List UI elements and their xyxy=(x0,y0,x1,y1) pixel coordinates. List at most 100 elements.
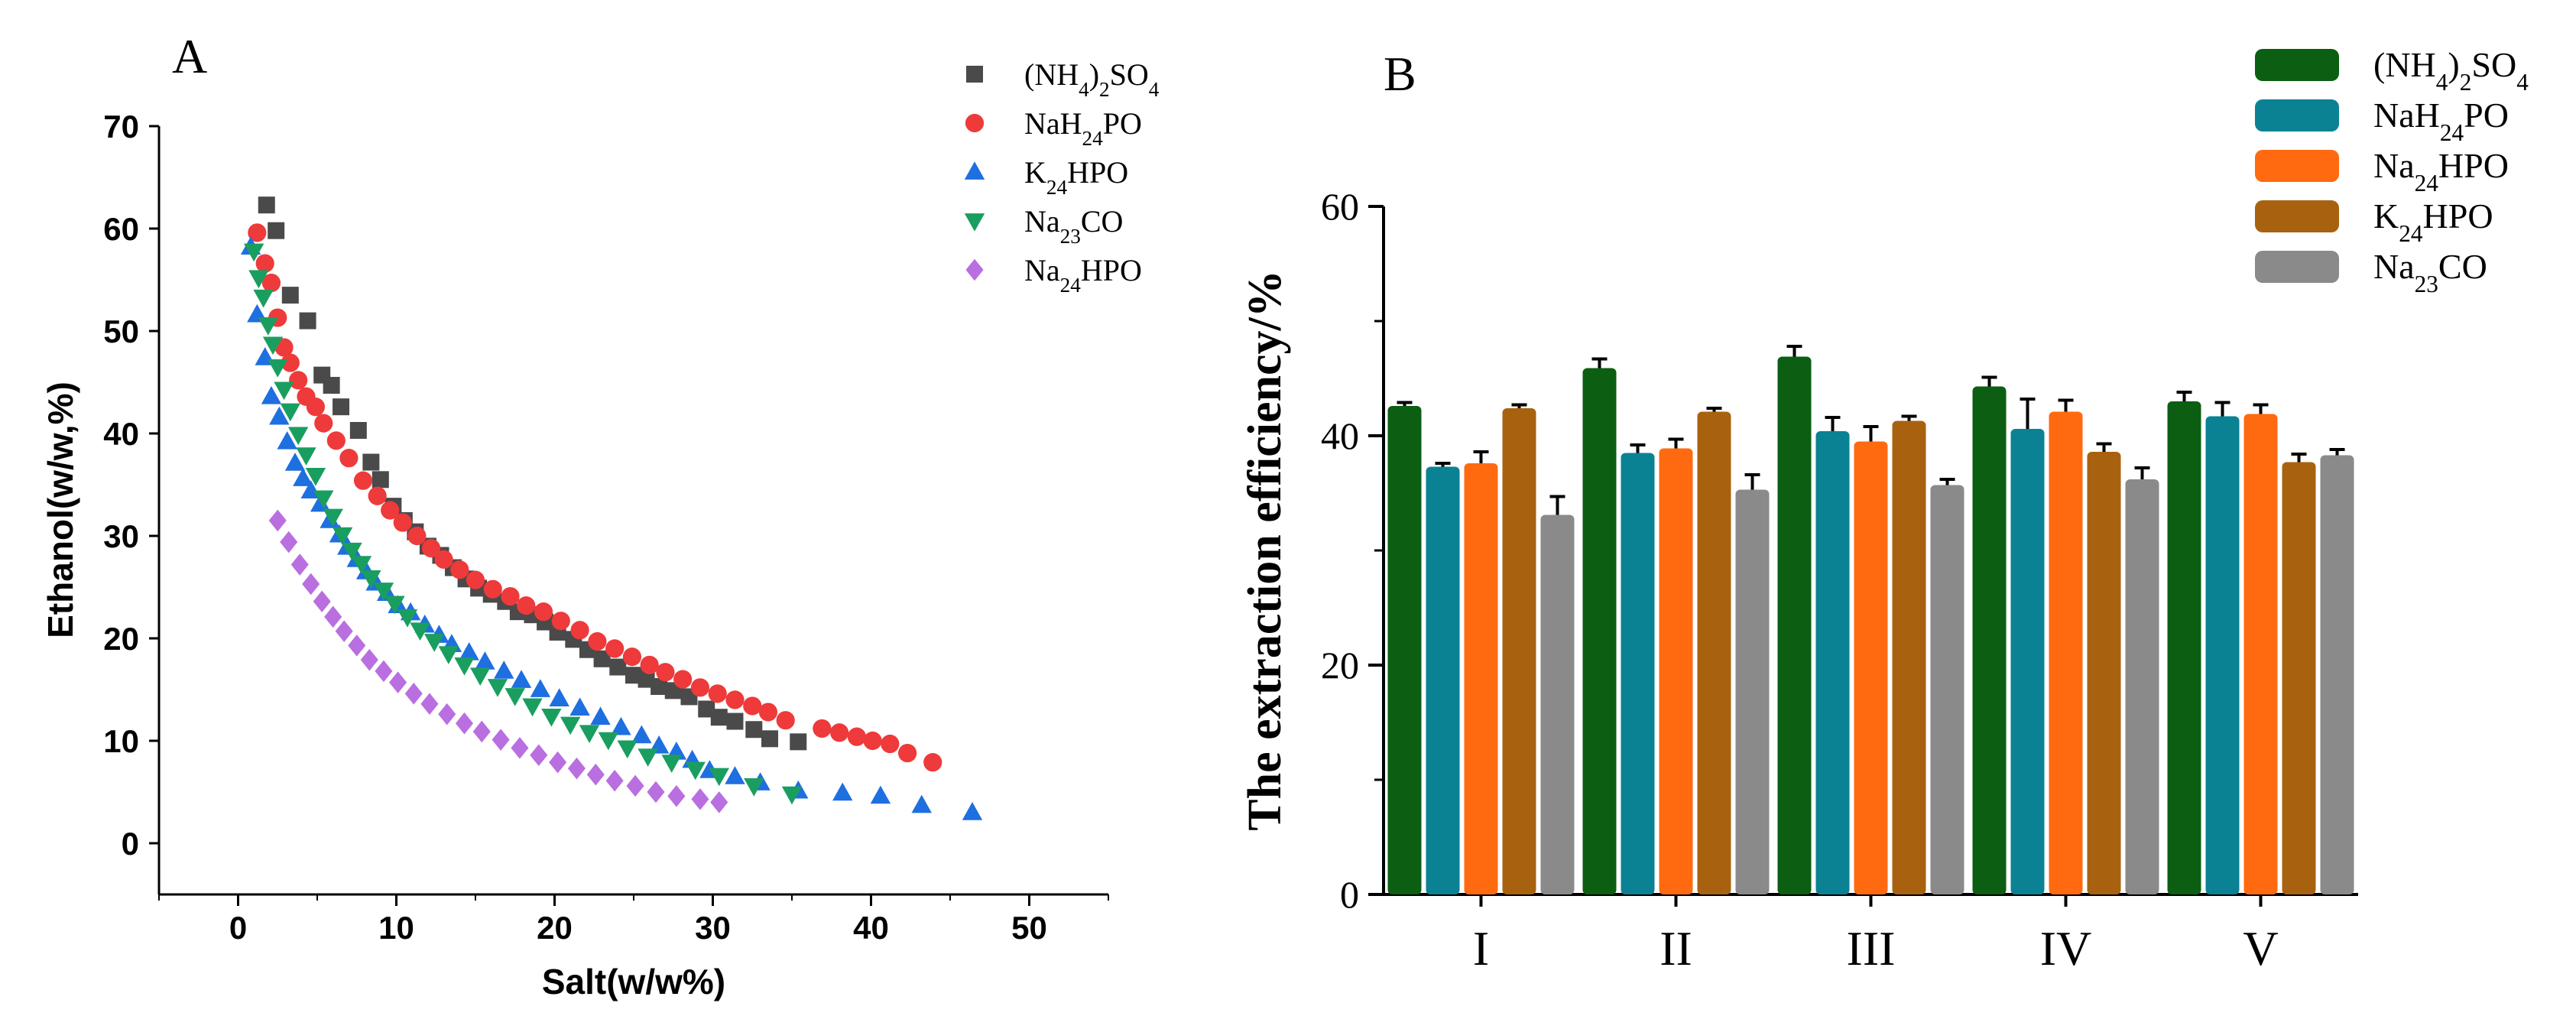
panel-a-y-ticks: 0 10 20 30 40 50 60 70 xyxy=(103,109,159,862)
panel-a-series-1 xyxy=(248,223,942,772)
panel-a-data-point xyxy=(381,501,400,520)
panel-b-bar xyxy=(1582,368,1617,894)
panel-a-data-point xyxy=(284,453,306,471)
panel-a-data-point xyxy=(351,556,372,574)
panel-a-data-point xyxy=(881,734,900,754)
panel-a-data-point xyxy=(299,312,316,329)
panel-a-data-point xyxy=(407,526,427,546)
panel-b-x-tick-label: III xyxy=(1847,921,1896,975)
panel-a-x-tick-label: 30 xyxy=(695,910,731,946)
panel-a-x-ticks: 0 10 20 30 40 50 xyxy=(158,894,1109,946)
panel-a-data-point xyxy=(691,788,709,810)
panel-a-data-point xyxy=(353,471,373,490)
panel-a-legend-label: K24HPO xyxy=(1024,155,1128,199)
panel-b-legend-label: (NH4)2SO4 xyxy=(2373,45,2529,96)
panel-a-data-point xyxy=(590,706,611,725)
panel-a-data-point xyxy=(638,748,658,767)
panel-b-bar xyxy=(1930,485,1964,894)
panel-b-bar xyxy=(2205,416,2240,894)
panel-a-data-point xyxy=(313,490,334,509)
panel-a-data-point xyxy=(726,713,744,730)
panel-a-data-point xyxy=(258,317,279,336)
panel-a-data-point xyxy=(656,663,675,682)
panel-a-data-point xyxy=(281,353,300,372)
panel-a-data-point xyxy=(389,671,407,693)
panel-b-bar xyxy=(1892,420,1926,894)
panel-b-x-ticks: I II III IV V xyxy=(1473,894,2279,975)
panel-a-data-point xyxy=(517,596,536,615)
panel-a-data-point xyxy=(368,486,387,505)
panel-a-data-point xyxy=(313,590,331,613)
panel-a-data-point xyxy=(781,786,803,805)
panel-b-bar xyxy=(1972,386,2007,894)
panel-a-data-point xyxy=(472,720,491,743)
panel-a-legend-label: (NH4)2SO4 xyxy=(1024,57,1160,101)
panel-a-data-point xyxy=(296,447,316,466)
panel-a-data-point xyxy=(268,509,287,532)
panel-a-data-point xyxy=(504,688,525,706)
panel-b-bar xyxy=(1777,356,1812,894)
panel-a-data-point xyxy=(832,782,853,801)
panel-a-data-point xyxy=(454,657,475,676)
panel-b-bar xyxy=(2049,411,2083,894)
panel-a-x-tick-label: 0 xyxy=(229,910,247,946)
panel-b-legend-swatch xyxy=(2255,251,2339,283)
panel-a-data-point xyxy=(744,778,764,797)
panel-a-data-point xyxy=(459,642,479,661)
panel-a-data-point xyxy=(898,743,917,763)
panel-a-data-point xyxy=(725,690,745,709)
panel-a-data-point xyxy=(487,679,508,697)
panel-a-data-point xyxy=(625,667,642,684)
panel-a-data-point xyxy=(269,406,290,425)
panel-a-data-point xyxy=(314,414,333,433)
panel-a-data-point xyxy=(404,683,423,705)
panel-a-data-point xyxy=(690,678,710,697)
panel-a-y-tick-label: 50 xyxy=(103,313,139,349)
panel-b-bar xyxy=(1735,489,1770,894)
panel-a-data-point xyxy=(375,660,393,683)
panel-a-data-point xyxy=(393,513,412,532)
panel-a-data-point xyxy=(420,693,439,716)
panel-b-legend-label: Na24HPO xyxy=(2373,146,2509,196)
panel-a-data-point xyxy=(280,403,301,422)
panel-a-data-point xyxy=(708,684,727,703)
panel-b-bar xyxy=(1854,441,1888,894)
panel-a-data-point xyxy=(511,737,529,759)
panel-a-data-point xyxy=(709,768,729,787)
panel-a-data-point xyxy=(261,386,282,404)
panel-b-bar xyxy=(1502,408,1536,894)
panel-a-data-point xyxy=(348,635,366,657)
panel-a-data-point xyxy=(475,651,495,670)
panel-a-data-point xyxy=(397,609,418,628)
panel-a-data-point xyxy=(776,711,795,730)
panel-a-y-tick-label: 10 xyxy=(103,723,139,759)
panel-a-data-point xyxy=(567,757,586,780)
panel-a-data-point xyxy=(501,586,520,606)
panel-a-x-tick-label: 20 xyxy=(537,910,573,946)
panel-a-data-point xyxy=(569,697,590,716)
panel-a-data-point xyxy=(483,579,502,599)
panel-a-data-point xyxy=(698,700,715,718)
panel-b-legend-swatch xyxy=(2255,150,2339,182)
panel-a-legend-marker xyxy=(965,258,984,281)
panel-a-data-point xyxy=(609,658,627,676)
panel-a-data-point xyxy=(494,661,514,679)
panel-a-data-point xyxy=(470,667,491,686)
panel-a-data-point xyxy=(244,243,264,262)
panel-a-data-point xyxy=(530,744,548,767)
panel-a-data-point xyxy=(361,570,381,589)
panel-a-data-point xyxy=(667,785,686,807)
panel-b-legend-swatch xyxy=(2255,49,2339,81)
panel-a-data-point xyxy=(438,703,456,725)
panel-a-data-point xyxy=(423,634,445,652)
panel-a-data-point xyxy=(274,381,294,401)
panel-a-data-point xyxy=(631,725,652,744)
panel-a-data-point xyxy=(434,550,453,569)
panel-a-data-point xyxy=(923,753,942,772)
panel-b-bar xyxy=(1621,453,1655,894)
panel-a-data-point xyxy=(870,785,891,804)
panel-a-label: A xyxy=(172,29,207,83)
panel-a-data-point xyxy=(511,670,532,688)
panel-a-data-point xyxy=(549,751,567,774)
panel-b-legend-swatch xyxy=(2255,200,2339,232)
